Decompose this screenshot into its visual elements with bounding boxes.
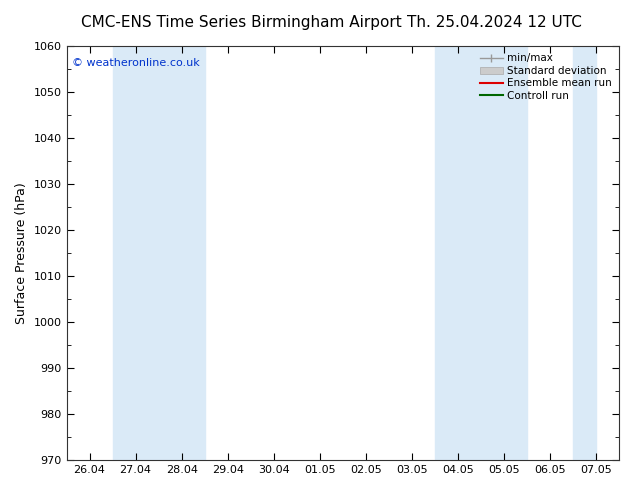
- Y-axis label: Surface Pressure (hPa): Surface Pressure (hPa): [15, 182, 28, 324]
- Bar: [113, 46, 205, 460]
- Text: Th. 25.04.2024 12 UTC: Th. 25.04.2024 12 UTC: [407, 15, 582, 30]
- Legend: min/max, Standard deviation, Ensemble mean run, Controll run: min/max, Standard deviation, Ensemble me…: [478, 51, 614, 103]
- Text: © weatheronline.co.uk: © weatheronline.co.uk: [72, 58, 200, 69]
- Bar: [435, 46, 527, 460]
- Text: CMC-ENS Time Series Birmingham Airport: CMC-ENS Time Series Birmingham Airport: [81, 15, 401, 30]
- Bar: [573, 46, 596, 460]
